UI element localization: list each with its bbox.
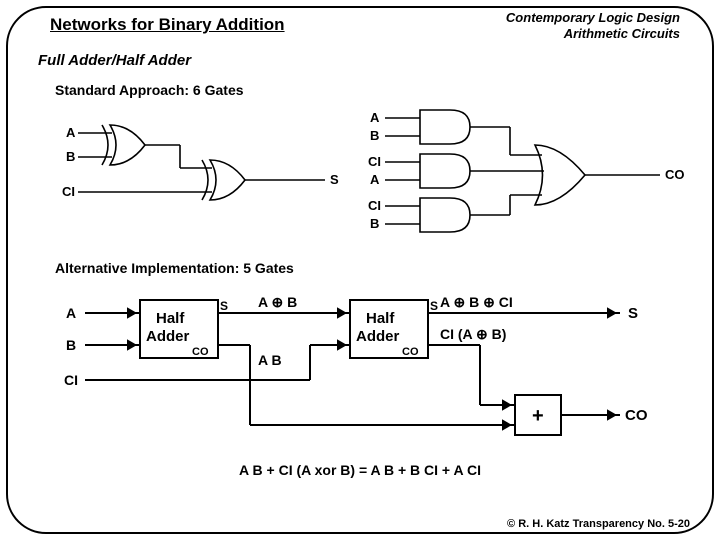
svg-text:CI (A ⊕ B): CI (A ⊕ B) xyxy=(440,326,506,342)
approach-alternative: Alternative Implementation: 5 Gates xyxy=(55,260,294,276)
svg-text:CO: CO xyxy=(665,167,685,182)
diagram-carry: A B CI A CI B CO xyxy=(360,100,700,250)
svg-text:B: B xyxy=(66,337,76,353)
svg-text:B: B xyxy=(66,149,75,164)
svg-text:A ⊕ B: A ⊕ B xyxy=(258,294,297,310)
svg-text:A: A xyxy=(66,305,76,321)
equation: A B + CI (A xor B) = A B + B CI + A CI xyxy=(0,462,720,478)
svg-text:CI: CI xyxy=(62,184,75,199)
page-title: Networks for Binary Addition xyxy=(50,15,285,35)
approach-standard: Standard Approach: 6 Gates xyxy=(55,82,244,98)
svg-text:+: + xyxy=(532,405,544,427)
svg-text:CO: CO xyxy=(625,407,648,424)
header-right: Contemporary Logic Design Arithmetic Cir… xyxy=(506,10,680,43)
svg-text:B: B xyxy=(370,128,379,143)
svg-text:B: B xyxy=(370,216,379,231)
svg-text:Half: Half xyxy=(156,310,185,327)
diagram-sum-xor: A B CI S xyxy=(60,105,350,235)
svg-text:CO: CO xyxy=(402,346,419,358)
svg-text:A: A xyxy=(370,110,380,125)
header-book: Contemporary Logic Design xyxy=(506,10,680,26)
diagram-block-half-adders: A B CI Half Adder S CO Half Adder S CO A… xyxy=(60,285,670,455)
svg-text:Adder: Adder xyxy=(146,328,190,345)
svg-text:A: A xyxy=(66,125,76,140)
svg-text:A: A xyxy=(370,172,380,187)
svg-text:Half: Half xyxy=(366,310,395,327)
footer-copyright: © R. H. Katz Transparency No. 5-20 xyxy=(507,518,690,530)
svg-text:CO: CO xyxy=(192,346,209,358)
header-chapter: Arithmetic Circuits xyxy=(506,26,680,42)
svg-text:A ⊕ B ⊕ CI: A ⊕ B ⊕ CI xyxy=(440,294,513,310)
svg-text:S: S xyxy=(628,305,638,322)
svg-text:CI: CI xyxy=(368,154,381,169)
section-heading: Full Adder/Half Adder xyxy=(38,52,191,69)
svg-text:S: S xyxy=(330,172,339,187)
svg-text:S: S xyxy=(220,299,228,313)
svg-text:S: S xyxy=(430,299,438,313)
svg-text:CI: CI xyxy=(64,372,78,388)
svg-text:Adder: Adder xyxy=(356,328,400,345)
svg-text:A B: A B xyxy=(258,352,282,368)
svg-text:CI: CI xyxy=(368,198,381,213)
